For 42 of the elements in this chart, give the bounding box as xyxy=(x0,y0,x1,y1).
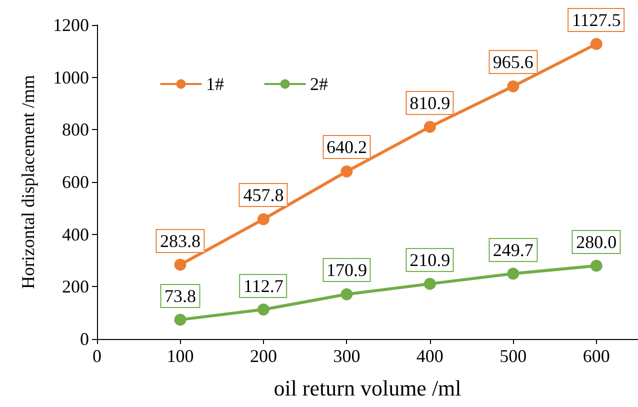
data-label: 810.9 xyxy=(406,90,454,115)
y-axis-title: Horizontal displacement /mm xyxy=(18,75,38,289)
legend-label: 2# xyxy=(310,74,328,94)
point xyxy=(424,278,436,290)
point xyxy=(507,80,520,92)
x-tick-label: 400 xyxy=(416,346,444,366)
x-tick-label: 200 xyxy=(250,346,277,366)
x-tick-label: 100 xyxy=(166,346,194,366)
data-label: 965.6 xyxy=(488,50,538,74)
x-tick-label: 500 xyxy=(500,346,527,366)
point xyxy=(340,288,353,300)
y-tick-label: 400 xyxy=(62,224,89,244)
point xyxy=(174,258,186,271)
y-tick-label: 0 xyxy=(80,329,89,349)
data-label: 280.0 xyxy=(572,230,621,254)
point xyxy=(424,120,436,133)
y-tick-label: 1000 xyxy=(53,67,89,88)
data-label: 112.7 xyxy=(240,274,288,298)
legend-label: 1# xyxy=(206,74,224,94)
point xyxy=(340,165,353,178)
data-label: 1127.5 xyxy=(568,8,625,32)
y-tick-label: 1200 xyxy=(53,15,89,35)
point xyxy=(507,268,520,280)
data-label: 210.9 xyxy=(406,248,454,272)
x-axis-title: oil return volume /ml xyxy=(274,376,462,400)
point xyxy=(590,260,602,272)
x-tick-label: 300 xyxy=(333,346,360,366)
x-tick-label: 600 xyxy=(582,346,610,366)
point xyxy=(257,213,270,226)
x-tick-label: 0 xyxy=(92,346,102,366)
data-label: 283.8 xyxy=(156,228,204,253)
point xyxy=(257,304,270,316)
data-label: 640.2 xyxy=(322,135,371,160)
data-label: 73.8 xyxy=(160,284,200,308)
point xyxy=(174,314,186,326)
point xyxy=(590,38,602,50)
y-tick-label: 800 xyxy=(62,120,89,140)
data-label: 457.8 xyxy=(239,183,288,208)
data-label: 249.7 xyxy=(488,238,538,262)
data-label: 170.9 xyxy=(322,258,371,282)
y-tick-label: 600 xyxy=(62,172,89,192)
y-tick-label: 200 xyxy=(62,276,89,297)
